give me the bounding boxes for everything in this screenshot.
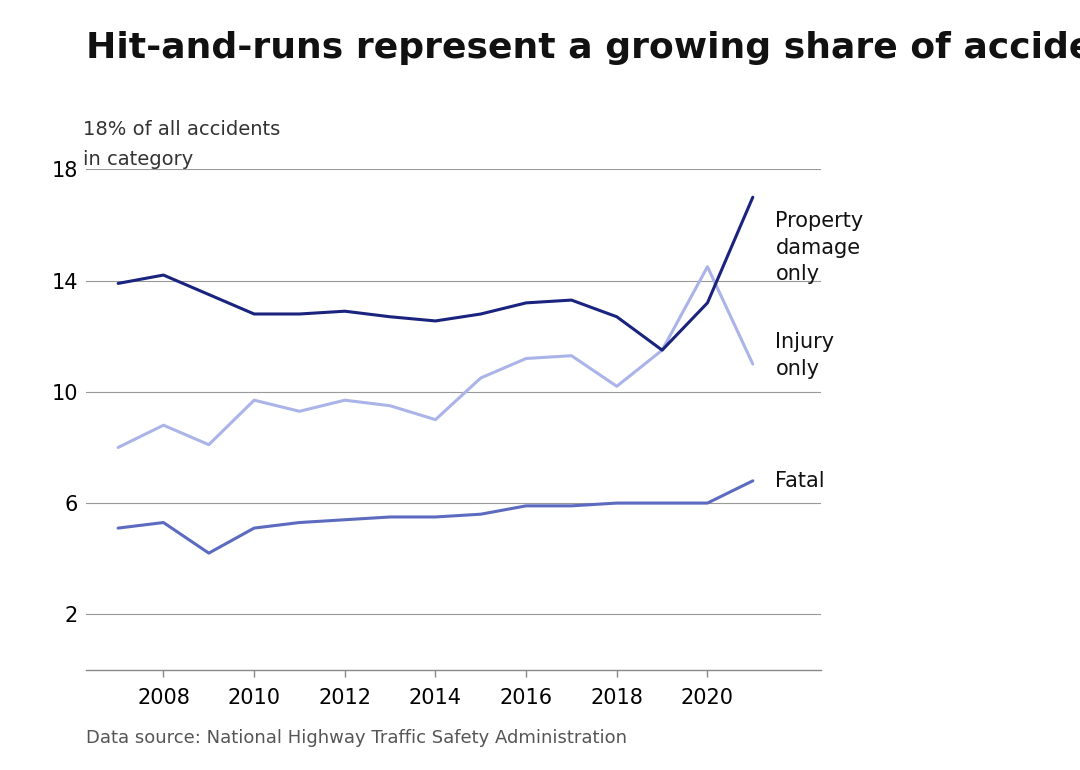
Text: Fatal: Fatal	[775, 470, 825, 490]
Text: Data source: National Highway Traffic Safety Administration: Data source: National Highway Traffic Sa…	[86, 729, 627, 747]
Text: 18% of all accidents: 18% of all accidents	[83, 120, 280, 139]
Text: Property
damage
only: Property damage only	[775, 211, 864, 284]
Text: Hit-and-runs represent a growing share of accidents: Hit-and-runs represent a growing share o…	[86, 31, 1080, 65]
Text: Injury
only: Injury only	[775, 333, 835, 379]
Text: in category: in category	[83, 150, 193, 169]
